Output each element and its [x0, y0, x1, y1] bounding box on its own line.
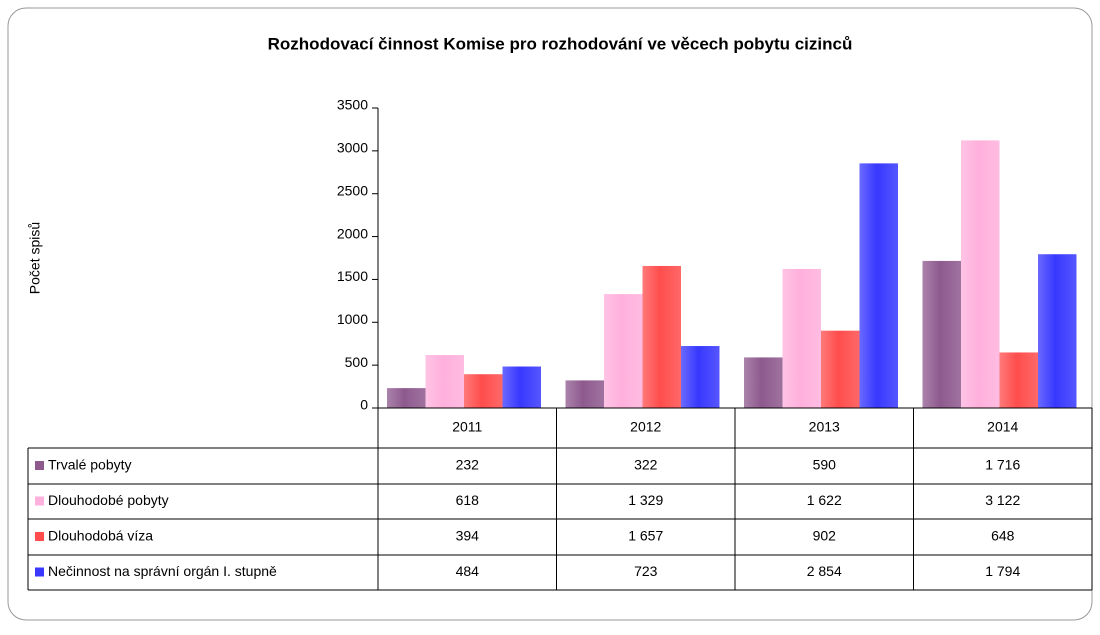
data-label: 618 — [456, 492, 480, 508]
legend-label: Dlouhodobá víza — [48, 528, 153, 544]
bar — [387, 388, 426, 408]
x-tick-label: 2011 — [452, 419, 482, 435]
legend-label: Nečinnost na správní orgán I. stupně — [48, 563, 277, 579]
bar — [1038, 254, 1077, 408]
bar — [681, 346, 720, 408]
data-label: 648 — [991, 528, 1015, 544]
bar — [565, 380, 604, 408]
data-label: 322 — [634, 457, 658, 473]
data-label: 902 — [813, 528, 837, 544]
y-tick-label: 0 — [360, 397, 368, 413]
x-tick-label: 2012 — [630, 419, 661, 435]
data-label: 2 854 — [807, 563, 842, 579]
data-label: 590 — [813, 457, 837, 473]
x-tick-label: 2013 — [809, 419, 840, 435]
data-label: 1 794 — [985, 563, 1020, 579]
y-axis-label: Počet spisů — [27, 222, 43, 294]
legend-swatch — [35, 567, 44, 577]
data-label: 723 — [634, 563, 658, 579]
x-tick-label: 2014 — [987, 419, 1018, 435]
data-label: 1 716 — [985, 457, 1020, 473]
data-label: 3 122 — [985, 492, 1020, 508]
y-tick-label: 1500 — [337, 268, 368, 284]
bar — [821, 330, 860, 408]
data-label: 1 329 — [628, 492, 663, 508]
y-tick-label: 2000 — [337, 225, 368, 241]
bar — [464, 374, 503, 408]
legend-label: Dlouhodobé pobyty — [48, 492, 169, 508]
data-label: 484 — [456, 563, 480, 579]
chart-frame — [7, 7, 1093, 621]
legend-swatch — [35, 532, 44, 541]
legend-label: Trvalé pobyty — [48, 457, 132, 473]
data-label: 394 — [456, 528, 480, 544]
y-tick-label: 2500 — [337, 182, 368, 198]
data-label: 1 622 — [807, 492, 842, 508]
y-tick-label: 1000 — [337, 311, 368, 327]
bar — [961, 140, 1000, 408]
chart-title: Rozhodovací činnost Komise pro rozhodová… — [268, 34, 853, 53]
bar — [782, 268, 821, 408]
data-label: 232 — [456, 457, 480, 473]
y-tick-label: 3000 — [337, 140, 368, 156]
y-tick-label: 500 — [345, 354, 369, 370]
bar — [502, 366, 541, 408]
legend-swatch — [35, 496, 44, 506]
bar — [425, 355, 464, 408]
bar — [999, 352, 1038, 408]
bar — [859, 163, 898, 408]
bar — [642, 265, 681, 408]
y-tick-label: 3500 — [337, 97, 368, 113]
bar — [604, 294, 643, 408]
bar — [744, 357, 783, 408]
data-label: 1 657 — [628, 528, 663, 544]
bar — [922, 260, 961, 408]
legend-swatch — [35, 461, 44, 470]
